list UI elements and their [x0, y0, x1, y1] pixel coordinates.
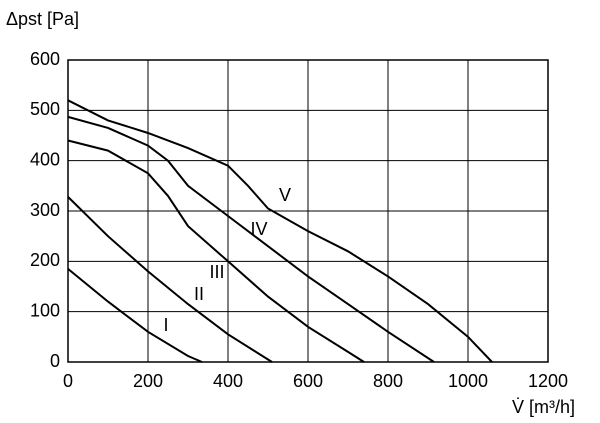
curve-label: IV	[250, 219, 267, 239]
x-tick-label: 600	[293, 371, 323, 391]
x-tick-label: 400	[213, 371, 243, 391]
curve-label: V	[279, 185, 291, 205]
y-axis-label: Δpst [Pa]	[6, 9, 79, 29]
y-tick-label: 300	[30, 200, 60, 220]
x-tick-label: 1200	[528, 371, 568, 391]
curve-label: III	[209, 262, 224, 282]
curve	[67, 99, 493, 363]
x-tick-label: 1000	[448, 371, 488, 391]
y-tick-label: 600	[30, 49, 60, 69]
y-tick-label: 100	[30, 300, 60, 320]
plot-frame	[67, 59, 549, 363]
x-axis-label: V̇ [m³/h]	[512, 397, 575, 417]
curve	[67, 139, 365, 363]
curve-label: I	[163, 315, 168, 335]
curve	[67, 268, 203, 363]
y-tick-label: 500	[30, 99, 60, 119]
curve-label: II	[194, 284, 204, 304]
x-tick-label: 0	[63, 371, 73, 391]
y-tick-label: 0	[50, 351, 60, 371]
x-tick-label: 200	[133, 371, 163, 391]
y-tick-label: 200	[30, 250, 60, 270]
y-tick-label: 400	[30, 149, 60, 169]
x-tick-label: 800	[373, 371, 403, 391]
curve	[67, 115, 435, 363]
curve	[67, 196, 273, 363]
